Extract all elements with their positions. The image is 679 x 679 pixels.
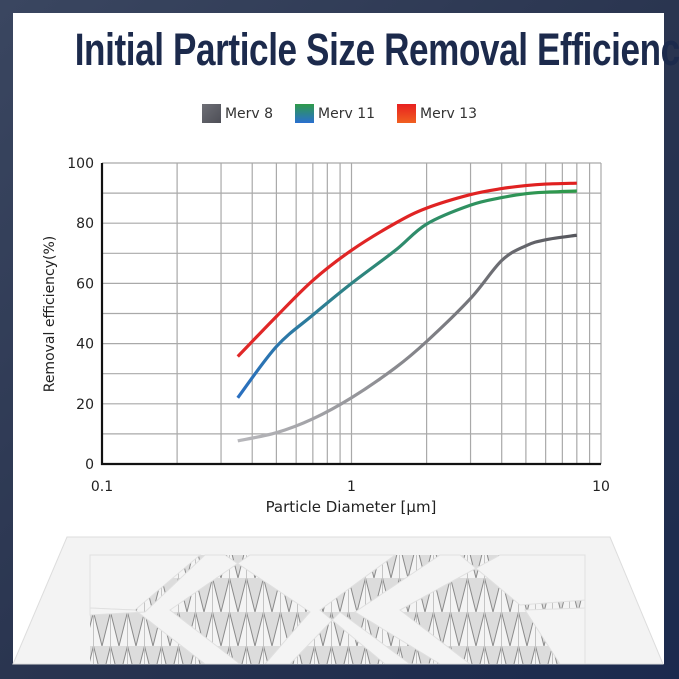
series-line-merv8 <box>237 233 578 443</box>
legend-label-merv11: Merv 11 <box>318 105 376 122</box>
y-tick-label: 20 <box>76 397 94 413</box>
y-tick-label: 80 <box>76 216 94 232</box>
y-tick-label: 100 <box>67 156 94 172</box>
y-axis-label: Removal efficiency(%) <box>42 236 58 393</box>
chart-title: Initial Particle Size Removal Efficiency <box>74 24 679 75</box>
legend-item-merv13: Merv 13 <box>397 104 477 123</box>
air-filter-image <box>12 536 664 665</box>
legend-label-merv13: Merv 13 <box>420 105 478 122</box>
legend-swatch-merv8 <box>201 104 221 123</box>
x-tick-label: 0.1 <box>91 479 113 495</box>
x-tick-label: 1 <box>347 479 356 495</box>
y-tick-label: 60 <box>76 276 94 292</box>
series-line-merv13 <box>236 181 577 358</box>
y-tick-label: 40 <box>76 337 94 353</box>
legend-label-merv8: Merv 8 <box>224 105 274 122</box>
axis-labels: Particle Diameter [µm] Removal efficienc… <box>42 236 436 516</box>
x-tick-label: 10 <box>592 479 610 495</box>
legend-item-merv11: Merv 11 <box>295 104 375 123</box>
axes: 0 20 40 60 80 100 0.1 1 10 <box>67 156 610 495</box>
legend-swatch-merv11 <box>295 104 315 123</box>
legend-swatch-merv13 <box>397 104 417 123</box>
series-line-merv11 <box>236 189 577 399</box>
x-axis-label: Particle Diameter [µm] <box>266 498 437 516</box>
grid <box>102 162 602 464</box>
series-lines <box>236 181 578 443</box>
legend-item-merv8: Merv 8 <box>201 104 274 123</box>
y-tick-label: 0 <box>85 457 94 473</box>
legend: Merv 8 Merv 11 Merv 13 <box>0 104 679 123</box>
